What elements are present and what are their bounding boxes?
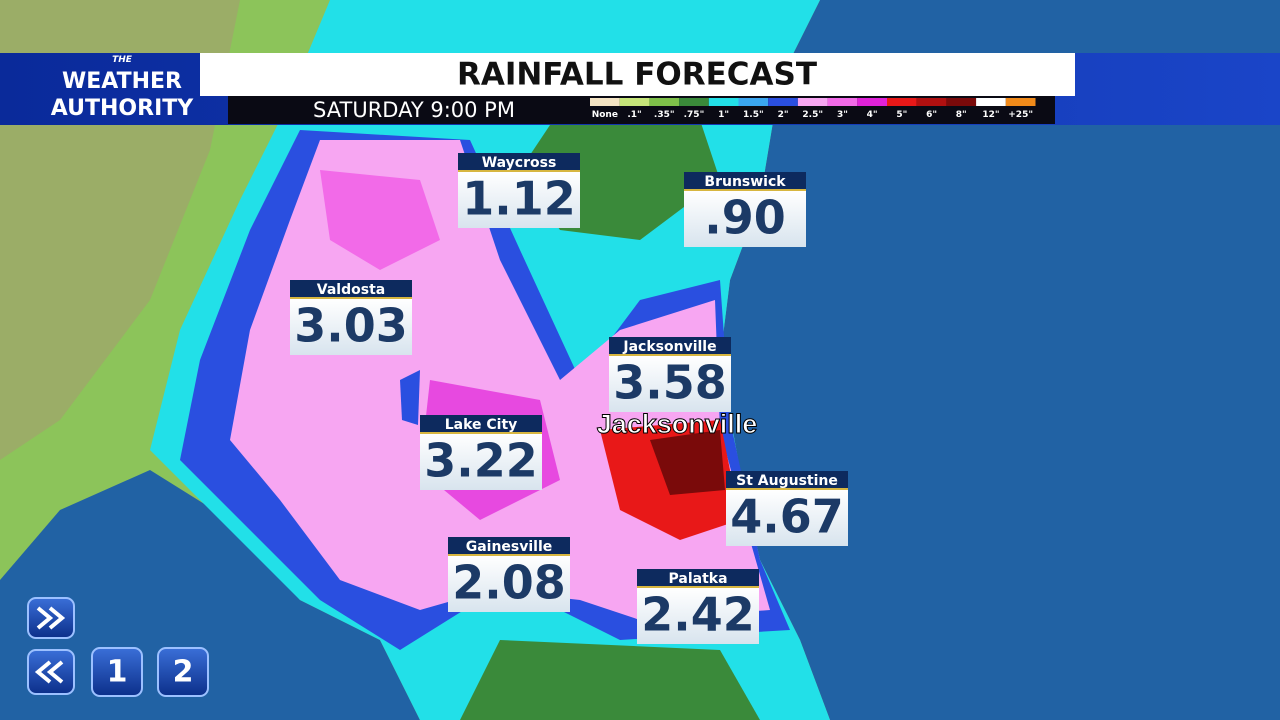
legend-swatch xyxy=(679,98,709,106)
city-value: 4.67 xyxy=(730,490,844,544)
city-name-bg xyxy=(684,172,806,190)
subtitle: SATURDAY 9:00 PM xyxy=(313,98,515,122)
rain-8in xyxy=(650,430,725,495)
legend-label: +25" xyxy=(1008,110,1033,120)
page-number[interactable]: 2 xyxy=(173,655,194,690)
logo-text: THE xyxy=(112,55,133,65)
legend-label: 12" xyxy=(982,110,999,120)
city-value-bg xyxy=(420,434,542,490)
city-name: Valdosta xyxy=(317,282,385,298)
icon xyxy=(36,606,66,630)
city-name: Gainesville xyxy=(466,539,553,555)
city-name-bg xyxy=(637,569,759,587)
legend-label: .1" xyxy=(627,110,641,120)
city-value: .90 xyxy=(704,191,786,245)
city-name-bg xyxy=(458,153,580,171)
legend-label: 6" xyxy=(926,110,937,120)
city-value-bg xyxy=(458,172,580,228)
page-button[interactable] xyxy=(157,647,209,697)
city-name: Brunswick xyxy=(704,174,786,190)
rain-075in-south xyxy=(460,640,760,720)
legend-label: 3" xyxy=(837,110,848,120)
city-name: Lake City xyxy=(445,417,518,433)
legend-swatch xyxy=(590,98,620,106)
city-value-bg xyxy=(448,556,570,612)
city-name-bg xyxy=(290,280,412,298)
rain-2in-spot xyxy=(400,370,420,425)
city-value: 3.22 xyxy=(424,434,538,488)
legend-swatch xyxy=(916,98,947,106)
city-accent xyxy=(637,586,759,588)
legend-swatch xyxy=(708,98,739,106)
city-accent xyxy=(420,432,542,434)
city-value: 1.12 xyxy=(462,172,576,226)
city-accent xyxy=(726,488,848,490)
city-accent xyxy=(684,189,806,191)
legend-label: 5" xyxy=(896,110,907,120)
city-accent xyxy=(609,354,731,356)
legend-swatch xyxy=(797,98,828,106)
legend-label: .75" xyxy=(684,110,705,120)
legend: None .1" .35" .75" 1" 1.5" 2" 2.5" 3" 4" 5" 6" 8" 12"… xyxy=(590,98,1036,120)
city-name: Jacksonville xyxy=(622,339,716,355)
legend-swatch xyxy=(976,98,1006,106)
logo-text: AUTHORITY xyxy=(51,96,194,121)
city-name: St Augustine xyxy=(736,473,838,489)
legend-swatch xyxy=(946,98,977,106)
city-name-bg xyxy=(726,471,848,489)
forward-button[interactable] xyxy=(27,597,75,639)
legend-label: None xyxy=(592,110,618,120)
legend-label: 1.5" xyxy=(743,110,764,120)
city-name-bg xyxy=(609,337,731,355)
page-button[interactable] xyxy=(91,647,143,697)
legend-label: 8" xyxy=(956,110,967,120)
legend-swatch xyxy=(619,98,650,106)
city-accent xyxy=(458,170,580,172)
city-accent xyxy=(448,554,570,556)
legend-swatch xyxy=(1005,98,1036,106)
city-name: Waycross xyxy=(482,155,557,171)
title: RAINFALL FORECAST xyxy=(457,57,817,93)
title-box xyxy=(200,53,1075,96)
legend-swatch xyxy=(857,98,887,106)
legend-label: 4" xyxy=(867,110,878,120)
city-value-bg xyxy=(290,299,412,355)
back-button[interactable] xyxy=(27,649,75,695)
city-value-bg xyxy=(684,191,806,247)
legend-swatch xyxy=(768,98,798,106)
rain-3in-a xyxy=(320,170,440,270)
legend-label: 2.5" xyxy=(802,110,823,120)
legend-label: 2" xyxy=(778,110,789,120)
legend-swatch xyxy=(649,98,680,106)
city-value: 2.42 xyxy=(641,588,755,642)
city-value-bg xyxy=(637,588,759,644)
icon xyxy=(34,660,64,684)
legend-label: .35" xyxy=(654,110,675,120)
legend-swatch xyxy=(738,98,769,106)
city-accent xyxy=(290,297,412,299)
logo-text: WEATHER xyxy=(62,69,182,94)
city-name: Palatka xyxy=(668,571,727,587)
legend-swatch xyxy=(887,98,917,106)
city-value: 3.58 xyxy=(613,356,727,410)
city-name-bg xyxy=(448,537,570,555)
city-value-bg xyxy=(609,356,731,412)
legend-label: 1" xyxy=(718,110,729,120)
city-value: 3.03 xyxy=(294,299,408,353)
city-value: 2.08 xyxy=(452,556,566,610)
city-value-bg xyxy=(726,490,848,546)
legend-swatch xyxy=(827,98,858,106)
map-label: Jacksonville xyxy=(597,409,758,439)
page-number[interactable]: 1 xyxy=(107,655,128,690)
city-name-bg xyxy=(420,415,542,433)
